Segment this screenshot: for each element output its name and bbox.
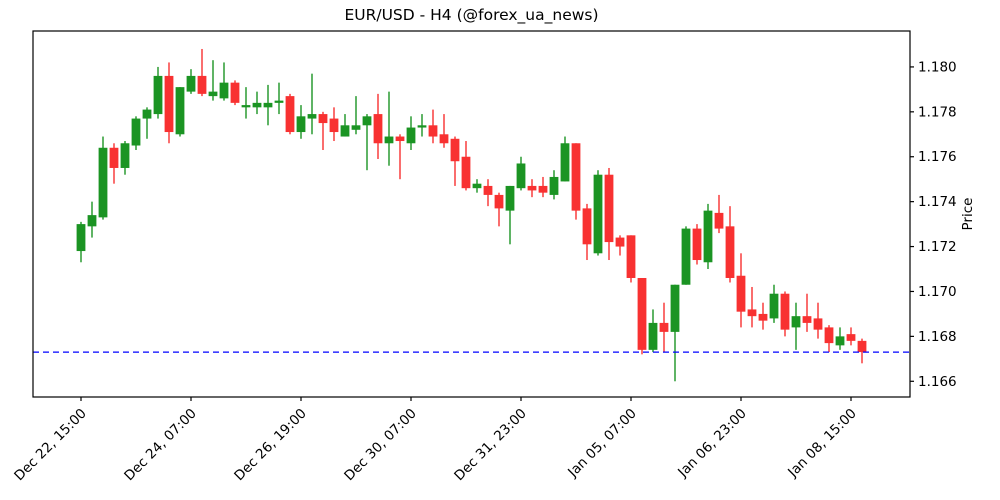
candle-body-up — [241, 105, 251, 108]
candle-body-up — [274, 100, 284, 103]
candle-body-up — [98, 147, 108, 218]
candle-body-up — [560, 143, 570, 182]
candle-body-down — [813, 318, 823, 330]
candle-body-down — [538, 185, 548, 193]
plot-border — [32, 30, 911, 398]
x-tick-label: Dec 26, 19:00 — [231, 406, 310, 485]
x-tick-label: Jan 05, 07:00 — [564, 406, 640, 482]
candle-body-up — [505, 185, 515, 211]
candle-body-down — [494, 194, 504, 209]
candle-body-up — [670, 284, 680, 332]
candle-body-down — [615, 237, 625, 247]
candle-body-up — [384, 136, 394, 144]
candle-body-down — [846, 334, 856, 341]
candle-body-down — [230, 82, 240, 103]
candle-body-down — [373, 114, 383, 144]
candle-body-down — [758, 313, 768, 321]
candle-body-down — [571, 143, 581, 211]
candle-body-up — [351, 125, 361, 130]
candle-body-down — [857, 340, 867, 353]
candle-body-up — [252, 102, 262, 108]
candle-body-down — [329, 118, 339, 133]
chart-title: EUR/USD - H4 (@forex_ua_news) — [344, 6, 599, 24]
candle-body-up — [208, 91, 218, 97]
candle-body-up — [186, 75, 196, 92]
candle-body-down — [318, 114, 328, 124]
y-tick-label: 1.178 — [918, 104, 957, 120]
candle-body-up — [142, 109, 152, 119]
candle-body-down — [197, 75, 207, 94]
candle-body-down — [637, 277, 647, 350]
candle-body-up — [406, 127, 416, 144]
candle-body-down — [450, 138, 460, 162]
candle-body-down — [483, 185, 493, 195]
candle-body-up — [648, 322, 658, 350]
candle-body-down — [802, 316, 812, 323]
candle-body-down — [692, 228, 702, 261]
candle-body-up — [153, 75, 163, 115]
candle-body-up — [307, 114, 317, 119]
candle-body-up — [472, 183, 482, 189]
candle-body-up — [87, 215, 97, 227]
candle-body-down — [747, 309, 757, 317]
y-tick-label: 1.174 — [918, 194, 957, 210]
y-tick-label: 1.176 — [918, 149, 957, 165]
candle-body-down — [714, 212, 724, 229]
candle-body-up — [340, 125, 350, 137]
candle-body-up — [703, 210, 713, 263]
candle-body-up — [417, 125, 427, 128]
candle-body-down — [395, 136, 405, 142]
candle-body-up — [175, 87, 185, 135]
candle-body-up — [76, 224, 86, 252]
x-tick-label: Dec 24, 07:00 — [121, 406, 200, 485]
candle-body-up — [219, 82, 229, 99]
x-tick-label: Dec 31, 23:00 — [451, 406, 530, 485]
candle-body-down — [626, 235, 636, 278]
candle-body-down — [824, 327, 834, 344]
candle-body-down — [109, 147, 119, 168]
candle-body-up — [120, 143, 130, 168]
y-tick-label: 1.180 — [918, 59, 957, 75]
candle-body-down — [439, 134, 449, 144]
candle-body-up — [362, 116, 372, 126]
candle-body-up — [835, 336, 845, 346]
candle-body-down — [527, 185, 537, 191]
x-tick-label: Jan 08, 15:00 — [784, 406, 860, 482]
candle-body-down — [428, 125, 438, 137]
candle-body-down — [780, 293, 790, 330]
y-axis-label: Price — [960, 197, 976, 231]
candle-body-down — [604, 174, 614, 243]
candle-body-down — [659, 322, 669, 332]
candle-body-down — [582, 208, 592, 245]
candle-body-up — [131, 118, 141, 146]
candle-body-up — [263, 102, 273, 108]
candle-body-up — [681, 228, 691, 285]
y-tick-label: 1.170 — [918, 284, 957, 300]
candle-body-up — [549, 176, 559, 195]
candle-body-down — [164, 75, 174, 133]
x-tick-label: Dec 30, 07:00 — [341, 406, 420, 485]
candle-body-up — [593, 174, 603, 254]
y-tick-label: 1.172 — [918, 239, 957, 255]
x-tick-label: Jan 06, 23:00 — [674, 406, 750, 482]
candle-body-up — [791, 316, 801, 328]
candle-body-down — [736, 275, 746, 312]
y-tick-label: 1.166 — [918, 374, 957, 390]
y-tick-label: 1.168 — [918, 329, 957, 345]
candle-body-down — [461, 156, 471, 189]
candle-body-down — [285, 96, 295, 133]
candle-body-down — [725, 226, 735, 278]
candle-body-up — [769, 293, 779, 319]
x-tick-label: Dec 22, 15:00 — [11, 406, 90, 485]
candle-body-up — [516, 163, 526, 189]
candle-body-up — [296, 116, 306, 133]
